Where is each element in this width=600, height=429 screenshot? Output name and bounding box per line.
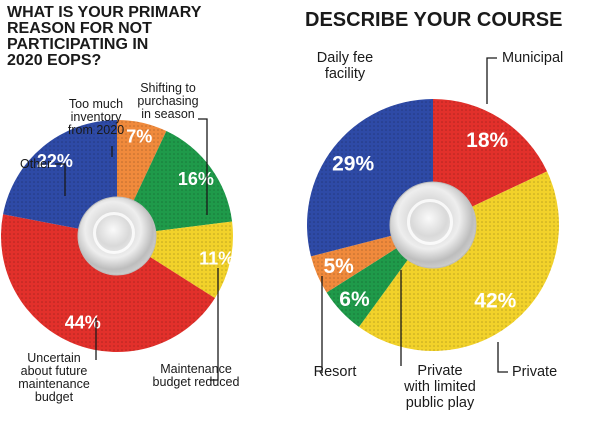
chart-1-title-line: WHAT IS YOUR PRIMARY bbox=[7, 4, 202, 21]
chart-1-title-line: PARTICIPATING IN bbox=[7, 36, 149, 53]
slice-category-label: Maintenance budget reduced bbox=[153, 362, 240, 389]
slice-texture bbox=[310, 235, 397, 293]
slice-category-label: Private bbox=[512, 364, 557, 380]
donut-hole bbox=[77, 196, 157, 276]
chart-1-title-line: 2020 EOPS? bbox=[7, 52, 102, 69]
slice-texture bbox=[307, 99, 433, 257]
slice-category-label: Shifting to purchasing in season bbox=[137, 81, 198, 121]
slice-texture bbox=[358, 171, 559, 351]
leader-line bbox=[198, 118, 208, 215]
leader-line bbox=[497, 342, 508, 373]
chart-2-title-line: DESCRIBE YOUR COURSE bbox=[305, 9, 563, 31]
slice-value-label: 16% bbox=[178, 169, 214, 189]
chart-1-title: WHAT IS YOUR PRIMARY REASON FOR NOT PART… bbox=[7, 5, 207, 69]
slice-value-label: 22% bbox=[37, 151, 73, 171]
slice-texture bbox=[117, 120, 167, 201]
chart-1-title-line: REASON FOR NOT bbox=[7, 20, 152, 37]
leader-line bbox=[210, 268, 219, 381]
slice-texture bbox=[149, 221, 233, 299]
slice-texture bbox=[3, 120, 117, 229]
slice-texture bbox=[326, 248, 408, 327]
slice-value-label: 6% bbox=[339, 288, 370, 311]
slice-category-label: Other bbox=[20, 157, 51, 171]
slice-category-label: Too much inventory from 2020 bbox=[68, 97, 124, 137]
leader-line bbox=[55, 163, 66, 196]
slice-value-label: 5% bbox=[324, 255, 355, 278]
slice-value-label: 7% bbox=[126, 127, 152, 147]
slice-value-label: 18% bbox=[466, 129, 508, 152]
slice-value-label: 29% bbox=[332, 152, 374, 175]
slice-value-label: 11% bbox=[199, 249, 234, 269]
slice-category-label: Resort bbox=[314, 364, 357, 380]
chart-1: 7% 16% 11% 44% 22% Too much inventory from 2020… bbox=[1, 81, 239, 404]
chart-2: 18% 42% 6% 5% 29% Municipal Private Private with… bbox=[307, 50, 563, 411]
slice-category-label: Private with limited public play bbox=[403, 363, 476, 411]
donut-hole-highlight bbox=[407, 199, 453, 245]
slice-texture bbox=[1, 214, 215, 352]
slice-category-label: Daily fee facility bbox=[317, 50, 373, 82]
donut-hole bbox=[389, 181, 477, 269]
slice-category-label: Uncertain about future maintenance budget bbox=[18, 351, 90, 404]
slice-texture bbox=[433, 99, 548, 207]
chart-2-title: DESCRIBE YOUR COURSE bbox=[305, 10, 595, 30]
donut-hole-highlight bbox=[93, 212, 135, 254]
slice-category-label: Municipal bbox=[502, 50, 563, 66]
slice-value-label: 42% bbox=[474, 290, 516, 313]
slice-value-label: 44% bbox=[65, 313, 101, 333]
leader-line bbox=[486, 57, 497, 104]
